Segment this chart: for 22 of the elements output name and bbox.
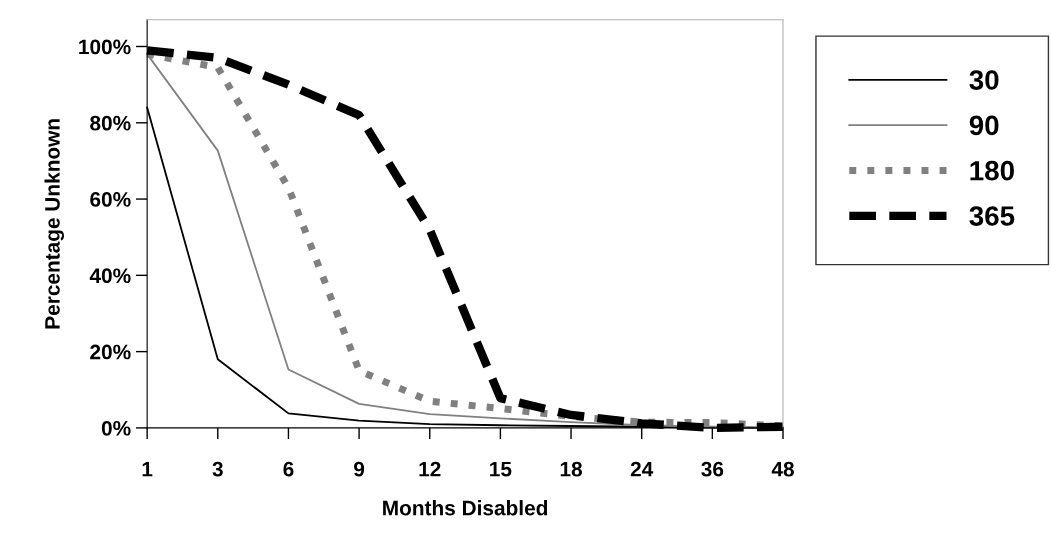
y-tick-label: 0% [101, 420, 131, 436]
x-tick-label: 3 [212, 461, 223, 477]
x-tick-label: 15 [490, 462, 512, 477]
x-tick-label: 24 [630, 461, 654, 477]
y-tick-label: 80% [90, 115, 131, 131]
y-tick-label: 40% [89, 268, 131, 284]
x-tick-label: 18 [560, 461, 582, 477]
x-tick-label: 9 [354, 461, 365, 477]
x-tick-label: 6 [283, 461, 294, 477]
y-axis-title: Percentage Unknown [44, 119, 64, 329]
x-tick-label: 12 [419, 461, 441, 477]
y-tick-label: 60% [90, 192, 131, 207]
legend-label: 180 [970, 160, 1014, 181]
x-tick-label: 36 [701, 461, 724, 477]
y-tick-label: 100% [79, 39, 131, 55]
x-tick-label: 48 [771, 461, 794, 477]
x-tick-label: 1 [142, 462, 153, 477]
legend-label: 90 [969, 115, 999, 136]
legend-label: 30 [969, 70, 999, 90]
y-tick-label: 20% [90, 344, 131, 360]
legend-label: 365 [969, 206, 1015, 226]
x-axis-title: Months Disabled [383, 500, 548, 516]
